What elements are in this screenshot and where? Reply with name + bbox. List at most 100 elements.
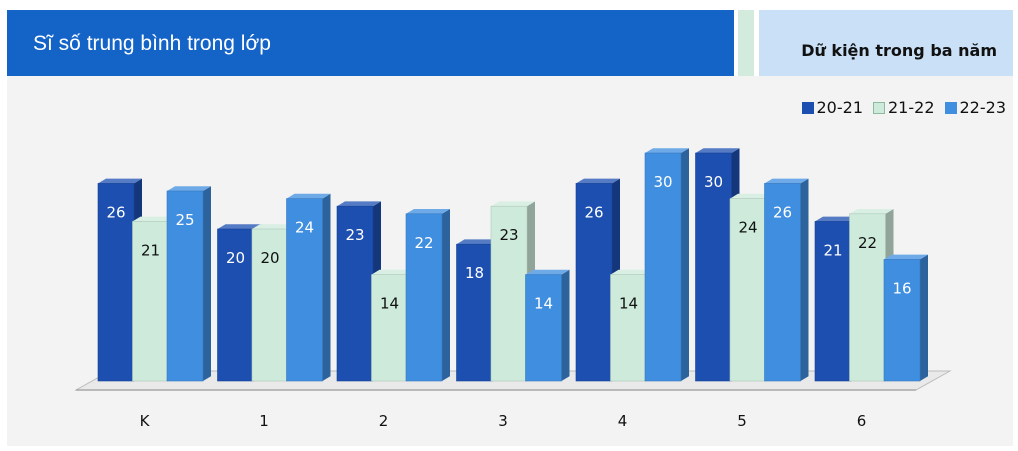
bar-front [97, 183, 135, 382]
bar-front [814, 221, 852, 382]
bar-front [764, 183, 801, 382]
data-label: 30 [653, 173, 672, 191]
bar-front [371, 274, 408, 382]
bar-top [645, 148, 689, 153]
header-divider-stripe [738, 10, 754, 76]
legend-label: 21-22 [888, 98, 935, 117]
bar-top [456, 239, 501, 245]
x-tick-label: 6 [857, 412, 867, 430]
bar-side [322, 193, 331, 381]
bar-top [491, 201, 535, 207]
bar-top [764, 178, 809, 184]
bar-top [98, 178, 142, 184]
bar-top [610, 269, 655, 275]
legend-swatch [944, 101, 957, 114]
bar [764, 178, 809, 382]
data-label: 18 [465, 264, 484, 282]
bar-side [561, 269, 570, 381]
data-label: 24 [738, 219, 757, 237]
x-tick-label: 5 [737, 412, 747, 430]
bar-side [920, 254, 928, 381]
subtitle-label: Dữ kiện trong ba năm [801, 41, 997, 60]
bar-top [406, 209, 450, 214]
legend-label: 22-23 [959, 98, 1007, 117]
data-label: 22 [414, 234, 433, 252]
data-label: 16 [892, 279, 911, 297]
title-banner: Sĩ số trung bình trong lớp [7, 10, 734, 76]
bar-front [336, 205, 374, 382]
bar-side [203, 186, 211, 381]
chart-legend: 20-21 21-22 22-23 [801, 98, 1007, 117]
data-label: 22 [858, 234, 877, 252]
bar-front [166, 190, 204, 382]
data-label: 23 [499, 226, 518, 244]
bar-front [644, 152, 682, 382]
bar-side [681, 148, 689, 381]
data-label: 24 [295, 219, 314, 237]
x-tick-label: 2 [379, 412, 389, 430]
bar [286, 193, 331, 382]
data-label: 26 [106, 203, 125, 221]
data-label: 21 [823, 241, 842, 259]
bar-front [132, 221, 169, 382]
x-tick-label: 3 [498, 412, 508, 430]
bar-top [252, 224, 296, 229]
legend-item-series-3: 22-23 [944, 98, 1007, 117]
bar-top [132, 216, 177, 222]
data-label: 20 [260, 249, 279, 267]
data-label: 26 [773, 203, 792, 221]
subtitle-banner: Dữ kiện trong ba năm [759, 10, 1013, 76]
data-label: 20 [226, 249, 245, 267]
bar-side [800, 178, 809, 381]
bar-front [883, 259, 921, 382]
bar-top [576, 178, 620, 184]
bar [525, 269, 570, 382]
bar [644, 148, 689, 382]
bar-top [337, 201, 381, 207]
x-tick-label: 4 [618, 412, 628, 430]
bar [166, 186, 211, 382]
bar-top [884, 254, 928, 260]
legend-swatch [801, 101, 814, 114]
data-label: 14 [619, 295, 638, 313]
bar-top [815, 216, 859, 222]
bar-front [490, 205, 528, 382]
bar-top [525, 269, 570, 275]
bar-top [167, 186, 211, 191]
data-label: 23 [345, 226, 364, 244]
bar-side [442, 209, 450, 381]
bar-front [405, 213, 443, 382]
x-tick-label: 1 [259, 412, 269, 430]
bar [490, 201, 535, 382]
bar [405, 209, 450, 382]
data-label: 30 [704, 173, 723, 191]
data-label: 14 [380, 295, 399, 313]
bar [883, 254, 928, 382]
data-label: 21 [141, 241, 160, 259]
bar-front [695, 152, 732, 382]
data-label: 25 [175, 211, 194, 229]
x-tick-label: K [140, 412, 151, 430]
legend-label: 20-21 [816, 98, 864, 117]
bar-top [695, 148, 740, 153]
bar-front [251, 228, 289, 382]
bar-top [730, 193, 774, 199]
page-title: Sĩ số trung bình trong lớp [33, 32, 271, 55]
legend-swatch [873, 101, 885, 114]
bar [336, 201, 381, 382]
bar-front [286, 198, 323, 382]
bar-front [729, 198, 767, 382]
bar-top [371, 269, 416, 275]
legend-item-series-2: 21-22 [873, 98, 935, 117]
bar-front [525, 274, 562, 382]
bar-front [575, 183, 613, 382]
bar-top [217, 224, 262, 229]
bar-top [849, 209, 894, 214]
bar-top [286, 193, 331, 199]
legend-item-series-1: 20-21 [801, 98, 864, 117]
bar-front [217, 228, 254, 382]
data-label: 26 [584, 203, 603, 221]
data-label: 14 [534, 295, 553, 313]
bar-front [610, 274, 647, 382]
